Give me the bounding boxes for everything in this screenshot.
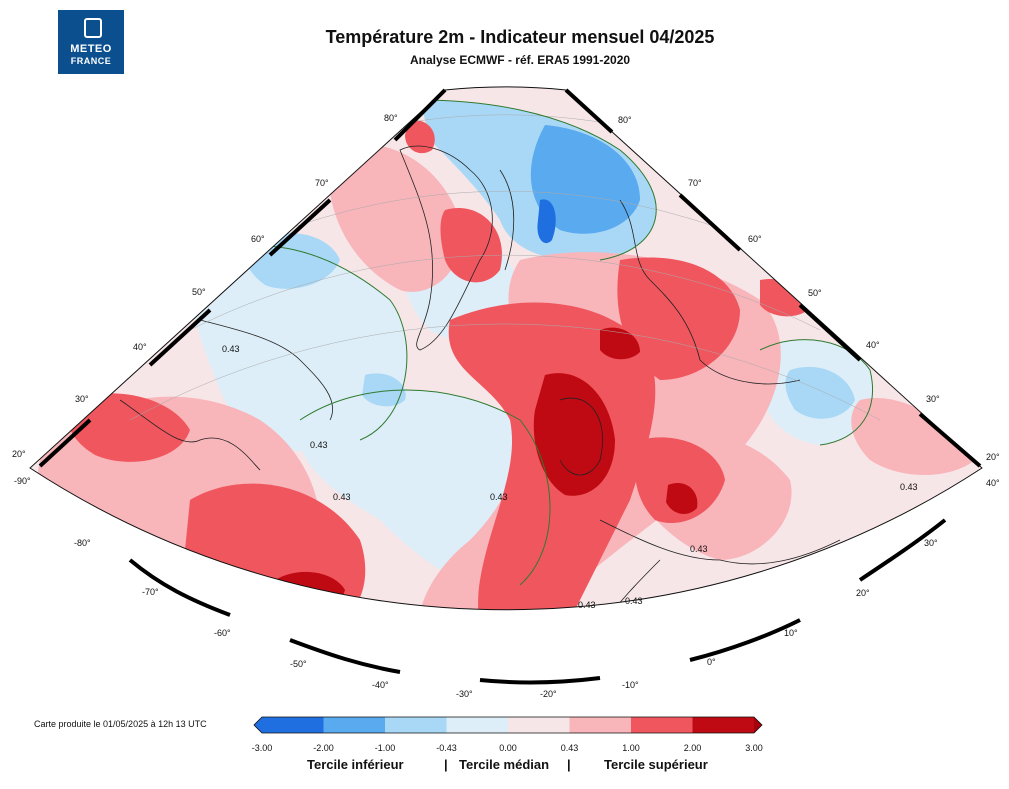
anomaly-region [635,437,725,524]
coastlines [119,145,841,610]
anomaly-region [617,257,740,380]
anomaly-region [785,366,855,419]
logo-text-line1: METEO [70,43,112,55]
tercile-separator: | [567,757,571,772]
lat-label-right: 30° [926,394,940,404]
production-credit: Carte produite le 01/05/2025 à 12h 13 UT… [34,719,207,729]
lat-label-right: 80° [618,115,632,125]
map-subtitle: Analyse ECMWF - réf. ERA5 1991-2020 [409,53,631,67]
colorbar-segment [569,717,631,733]
colorbar-tick: -3.00 [252,743,273,753]
colorbar-tick: 3.00 [745,743,763,753]
logo-mark-icon [84,18,102,38]
logo-text-line2: FRANCE [70,56,112,66]
lon-label: -30° [456,689,473,699]
anomaly-region [537,199,556,244]
lon-label: -60° [214,628,231,638]
colorbar-segment [262,717,324,733]
colorbar-arrow-low [254,717,262,733]
anomaly-region [405,119,435,154]
colorbar-segment [692,717,754,733]
colorbar-segment [508,717,570,733]
anomaly-region [666,482,698,514]
lon-label: 30° [924,538,938,548]
map-frame-segments [38,88,982,685]
lat-label-right: 60° [748,234,762,244]
graticule [129,114,881,421]
lon-label: -80° [74,538,91,548]
lon-label: 40° [986,478,1000,488]
contour-labels: 0.43 0.43 0.43 0.43 0.43 0.43 0.43 0.43 [222,344,918,610]
contour-label: 0.43 [625,596,643,606]
lat-label-left: 80° [384,113,398,123]
anomaly-region [533,373,615,496]
tercile-median-label: Tercile médian [459,757,550,772]
anomaly-region [448,302,656,610]
lat-label-right: 50° [808,288,822,298]
colorbar-segment [631,717,693,733]
anomaly-region [362,373,406,407]
colorbar-tick: 0.43 [561,743,579,753]
colorbar-outline [253,716,763,734]
lon-label: -20° [540,689,557,699]
colorbar-segment [323,717,385,733]
colorbar-tick: 2.00 [684,743,702,753]
lat-label-left: 60° [251,234,265,244]
lat-label-left: 20° [12,449,26,459]
colorbar: -3.00 -2.00 -1.00 -0.43 0.00 0.43 1.00 2… [252,716,763,753]
contour-label: 0.43 [900,482,918,492]
lon-label: 0° [707,657,716,667]
contour-label: 0.43 [333,492,351,502]
colorbar-tick: -1.00 [375,743,396,753]
lat-label-left: 30° [75,394,89,404]
anomaly-region [851,398,975,475]
anomaly-region [440,208,502,283]
lat-label-right: 70° [688,178,702,188]
anomaly-region [600,327,640,360]
colorbar-segment [385,717,447,733]
colorbar-tick: -2.00 [313,743,334,753]
lon-label: 20° [856,588,870,598]
lat-label-left: 70° [315,178,329,188]
map-border [29,86,983,611]
colorbar-segment [446,717,508,733]
contour-label: 0.43 [690,544,708,554]
tercile-separator: | [444,757,448,772]
anomaly-region [530,125,640,234]
anomaly-region [620,617,700,675]
longitude-labels: -90° -80° -70° -60° -50° -40° -30° -20° … [14,476,1000,699]
anomaly-field [30,86,982,675]
lat-label-right: 40° [866,340,880,350]
contour-label: 0.43 [310,440,328,450]
colorbar-tick: 1.00 [622,743,640,753]
lon-label: -70° [142,587,159,597]
colorbar-arrow-high [754,717,762,733]
lon-label: -50° [290,659,307,669]
meteo-france-logo: METEO FRANCE [58,10,124,74]
lon-label: -40° [372,680,389,690]
lat-label-left: 40° [133,342,147,352]
lat-label-right: 20° [986,452,1000,462]
lon-label: -10° [622,680,639,690]
anomaly-region [67,393,190,462]
tercile-upper-label: Tercile supérieur [604,757,708,772]
colorbar-tick: -0.43 [436,743,457,753]
contour-label: 0.43 [578,600,596,610]
lon-label: 10° [784,628,798,638]
contour-label: 0.43 [490,492,508,502]
lat-label-left: 50° [192,287,206,297]
anomaly-region [760,279,809,317]
anomaly-region [328,143,462,292]
colorbar-tick: 0.00 [499,743,517,753]
latitude-labels: 80° 70° 60° 50° 40° 30° 20° 80° 70° 60° … [12,113,1000,462]
tercile-lower-label: Tercile inférieur [307,757,404,772]
lon-label: -90° [14,476,31,486]
colorbar-ticks: -3.00 -2.00 -1.00 -0.43 0.00 0.43 1.00 2… [252,743,763,753]
contour-label: 0.43 [222,344,240,354]
map-title: Température 2m - Indicateur mensuel 04/2… [325,27,715,47]
